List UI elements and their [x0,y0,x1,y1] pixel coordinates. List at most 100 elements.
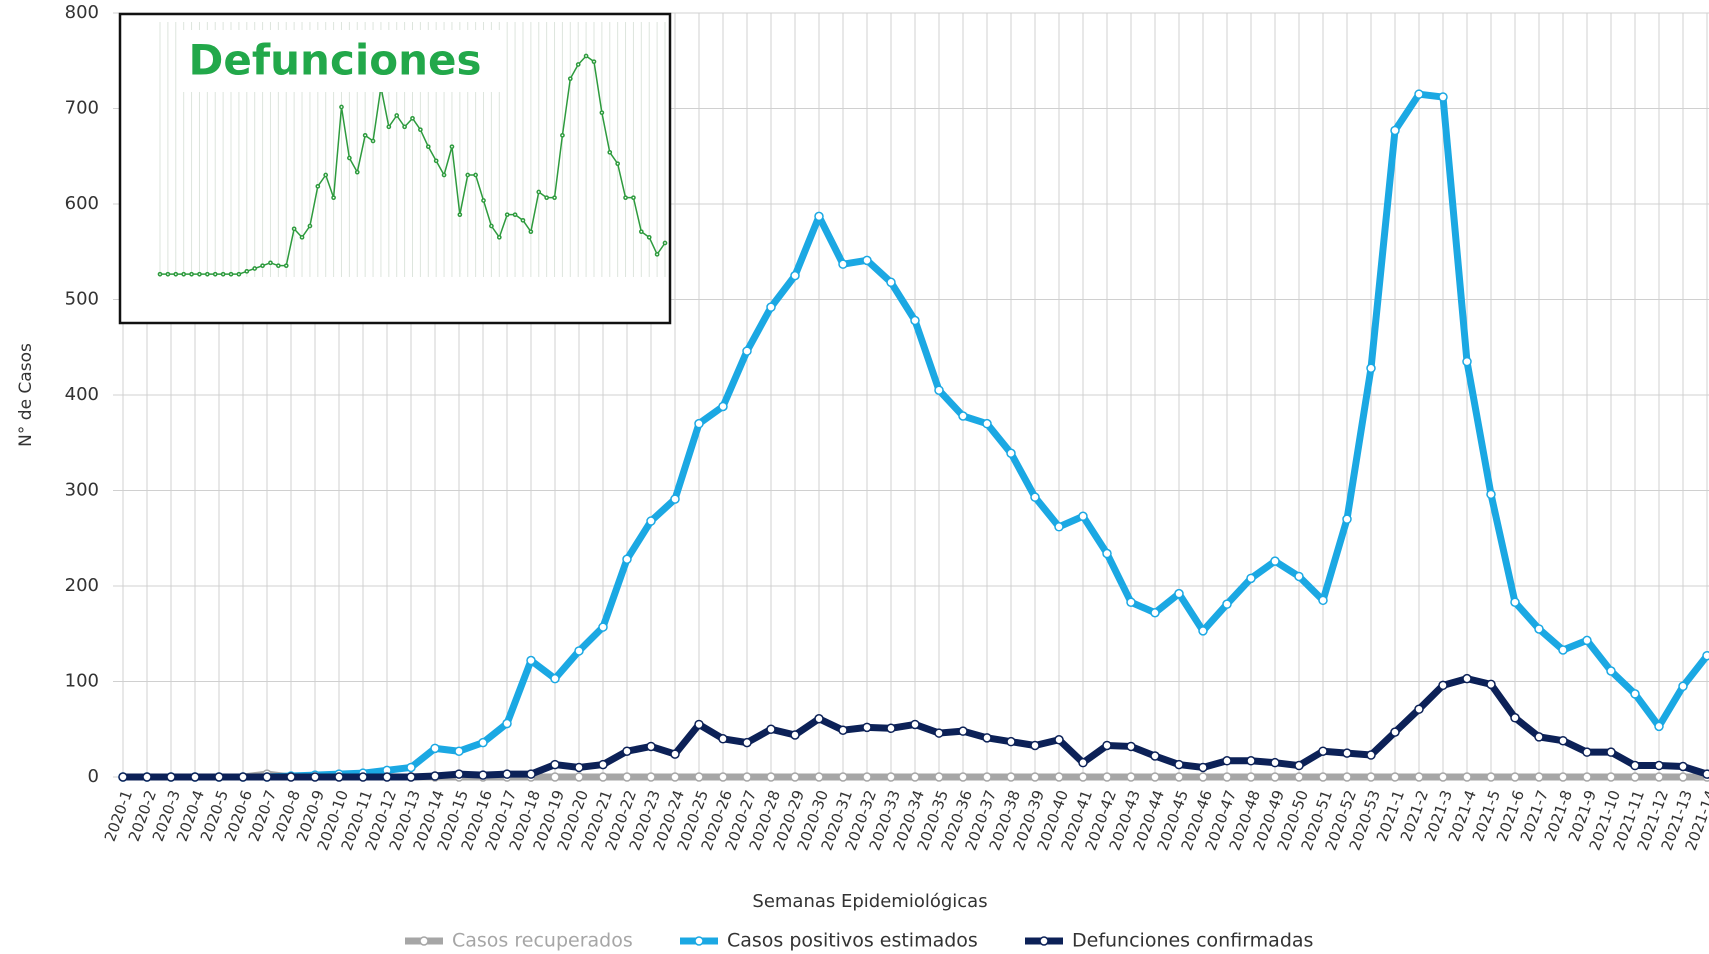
point-marker [1582,772,1592,782]
point-marker [838,772,848,782]
point-marker [204,271,210,277]
point-marker [1006,736,1016,747]
point-marker [790,772,800,782]
point-marker [1030,740,1040,751]
point-marker [238,772,248,782]
legend-item: Casos recuperados [405,930,633,952]
point-marker [1438,680,1448,691]
legend-label: Casos recuperados [452,930,633,952]
point-marker [575,62,581,67]
point-marker [1606,666,1616,676]
point-marker [1342,748,1352,758]
point-marker [694,772,704,782]
point-marker [1294,571,1304,582]
point-marker [670,772,680,782]
point-marker [670,494,680,504]
point-marker [520,217,526,223]
point-marker [386,124,392,130]
point-marker [1270,757,1280,768]
point-marker [1462,772,1472,782]
point-marker [662,240,668,246]
point-marker [583,53,589,59]
point-marker [528,229,534,235]
point-marker [958,772,968,782]
point-marker [742,772,752,782]
point-marker [1558,772,1568,782]
point-marker [347,155,352,161]
point-marker [536,189,542,195]
point-marker [694,719,704,730]
point-marker [1534,732,1544,742]
point-marker [1582,635,1592,646]
point-marker [838,725,848,735]
point-marker [646,741,656,752]
point-marker [406,772,416,782]
point-marker [910,772,920,782]
point-marker [591,59,597,65]
point-marker [1078,757,1088,768]
point-marker [1390,125,1400,136]
point-marker [958,411,968,421]
point-marker [862,255,872,266]
point-marker [504,212,510,218]
point-marker [646,772,656,782]
point-marker [567,76,573,82]
point-marker [478,770,488,780]
point-marker [489,223,494,229]
point-marker [220,271,226,277]
point-marker [262,772,272,782]
point-marker [260,263,265,269]
point-marker [331,195,336,201]
y-tick-label: 800 [65,2,99,23]
point-marker [607,149,613,155]
point-marker [1342,772,1352,782]
point-marker [598,759,608,770]
point-marker [552,195,557,201]
point-marker [1078,511,1088,522]
point-marker [1582,747,1592,757]
y-tick-label: 300 [65,480,99,501]
point-marker [481,198,486,203]
point-marker [441,172,447,178]
point-marker [1630,772,1640,782]
point-marker [526,769,536,779]
legend-label: Defunciones confirmadas [1072,930,1313,952]
point-marker [1486,489,1496,500]
point-marker [623,195,628,201]
point-marker [1318,772,1328,782]
point-marker [512,212,518,218]
y-tick-label: 600 [65,193,99,214]
point-marker [354,169,360,175]
inset-title: Defunciones [189,36,482,85]
y-axis-title: N° de Casos [16,343,36,447]
point-marker [1174,772,1184,782]
legend-marker [694,936,704,946]
point-marker [646,516,656,526]
point-marker [550,673,560,684]
point-marker [1126,597,1136,607]
point-marker [1630,760,1640,771]
point-marker [228,271,234,277]
point-marker [1414,89,1424,99]
point-marker [1654,760,1664,771]
point-marker [670,749,680,759]
point-marker [934,385,944,395]
point-marker [982,733,992,743]
point-marker [1294,760,1304,771]
point-marker [1462,673,1472,684]
point-marker [1150,751,1160,761]
point-marker [1150,772,1160,782]
point-marker [291,226,297,232]
point-marker [496,234,502,240]
point-marker [560,132,565,138]
point-marker [910,315,920,326]
point-marker [1486,772,1496,782]
point-marker [457,212,463,218]
point-marker [1630,689,1640,699]
point-marker [886,772,896,782]
point-marker [862,722,872,733]
point-marker [339,104,344,110]
point-marker [252,266,258,271]
point-marker [1078,772,1088,782]
